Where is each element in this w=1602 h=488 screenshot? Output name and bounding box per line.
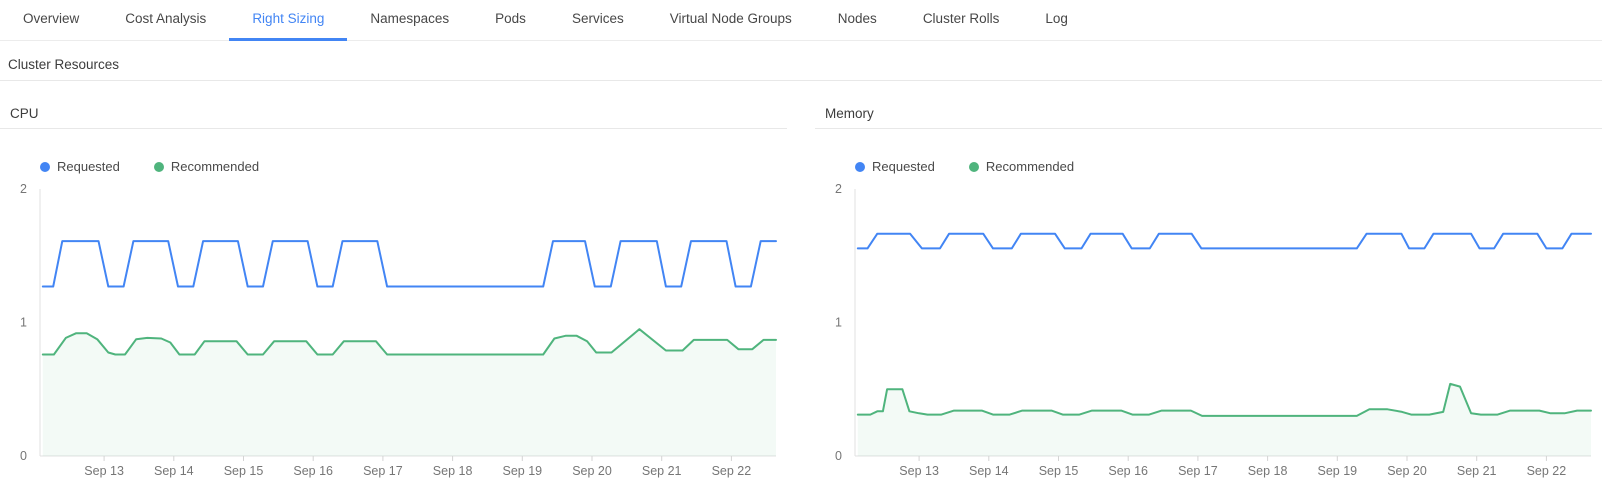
- cpu-panel: CPU Requested Recommended 0 1 2 Sep 13 Sep 1…: [0, 81, 787, 481]
- legend-label-recommended: Recommended: [170, 159, 260, 174]
- tab-cost-analysis[interactable]: Cost Analysis: [102, 0, 229, 41]
- svg-text:Sep 19: Sep 19: [1317, 464, 1357, 478]
- legend-label-requested: Requested: [57, 159, 120, 174]
- legend-dot-icon: [855, 161, 865, 172]
- legend-item-requested[interactable]: Requested: [40, 159, 120, 174]
- legend-dot-icon: [153, 161, 164, 172]
- svg-text:2: 2: [835, 182, 842, 196]
- svg-text:Sep 17: Sep 17: [363, 464, 403, 478]
- legend-item-recommended[interactable]: Recommended: [153, 159, 260, 174]
- cpu-legend: Requested Recommended: [40, 157, 787, 176]
- tab-overview[interactable]: Overview: [0, 0, 102, 41]
- svg-text:Sep 22: Sep 22: [712, 464, 752, 478]
- svg-text:Sep 22: Sep 22: [1527, 464, 1567, 478]
- chart-title-memory: Memory: [825, 106, 874, 121]
- legend-label-requested: Requested: [872, 159, 935, 174]
- tab-virtual-node-groups[interactable]: Virtual Node Groups: [647, 0, 815, 41]
- svg-text:Sep 15: Sep 15: [1039, 464, 1079, 478]
- legend-item-recommended[interactable]: Recommended: [968, 159, 1075, 174]
- svg-text:Sep 21: Sep 21: [1457, 464, 1497, 478]
- svg-text:0: 0: [20, 449, 27, 463]
- svg-text:Sep 20: Sep 20: [1387, 464, 1427, 478]
- tab-nodes[interactable]: Nodes: [815, 0, 900, 41]
- svg-text:Sep 16: Sep 16: [293, 464, 333, 478]
- svg-text:2: 2: [20, 182, 27, 196]
- tab-namespaces[interactable]: Namespaces: [347, 0, 472, 41]
- tab-right-sizing[interactable]: Right Sizing: [229, 0, 348, 41]
- tab-pods[interactable]: Pods: [472, 0, 549, 41]
- legend-dot-icon: [40, 161, 50, 172]
- section-header: Cluster Resources: [0, 41, 1602, 81]
- memory-chart: 0 1 2 Sep 13 Sep 14 Sep 15 Sep 16 Sep 17 Sep 18 S…: [835, 182, 1592, 478]
- svg-text:Sep 13: Sep 13: [899, 464, 939, 478]
- svg-text:1: 1: [20, 316, 27, 330]
- svg-text:Sep 18: Sep 18: [1248, 464, 1288, 478]
- legend-label-recommended: Recommended: [985, 159, 1075, 174]
- svg-text:Sep 15: Sep 15: [224, 464, 264, 478]
- svg-text:Sep 14: Sep 14: [969, 464, 1009, 478]
- charts-area: CPU Requested Recommended 0 1 2 Sep 13 Sep 1…: [0, 81, 1602, 481]
- tab-log[interactable]: Log: [1022, 0, 1091, 41]
- svg-text:Sep 20: Sep 20: [572, 464, 612, 478]
- tab-services[interactable]: Services: [549, 0, 647, 41]
- legend-dot-icon: [968, 161, 979, 172]
- svg-text:Sep 18: Sep 18: [433, 464, 473, 478]
- cpu-panel-header: CPU: [0, 81, 787, 129]
- memory-legend: Requested Recommended: [855, 157, 1602, 176]
- tab-bar: Overview Cost Analysis Right Sizing Name…: [0, 0, 1602, 41]
- svg-text:Sep 16: Sep 16: [1108, 464, 1148, 478]
- memory-panel-header: Memory: [815, 81, 1602, 129]
- svg-text:Sep 21: Sep 21: [642, 464, 682, 478]
- tab-cluster-rolls[interactable]: Cluster Rolls: [900, 0, 1023, 41]
- memory-panel: Memory Requested Recommended 0 1 2 Sep 13 Se…: [815, 81, 1602, 481]
- svg-text:Sep 19: Sep 19: [502, 464, 542, 478]
- cpu-chart: 0 1 2 Sep 13 Sep 14 Sep 15 Sep 16 Sep 17 Sep 18 S…: [20, 182, 777, 478]
- svg-text:1: 1: [835, 316, 842, 330]
- svg-text:0: 0: [835, 449, 842, 463]
- chart-title-cpu: CPU: [10, 106, 39, 121]
- svg-text:Sep 14: Sep 14: [154, 464, 194, 478]
- legend-item-requested[interactable]: Requested: [855, 159, 935, 174]
- svg-text:Sep 13: Sep 13: [84, 464, 124, 478]
- section-title: Cluster Resources: [8, 57, 120, 72]
- svg-text:Sep 17: Sep 17: [1178, 464, 1218, 478]
